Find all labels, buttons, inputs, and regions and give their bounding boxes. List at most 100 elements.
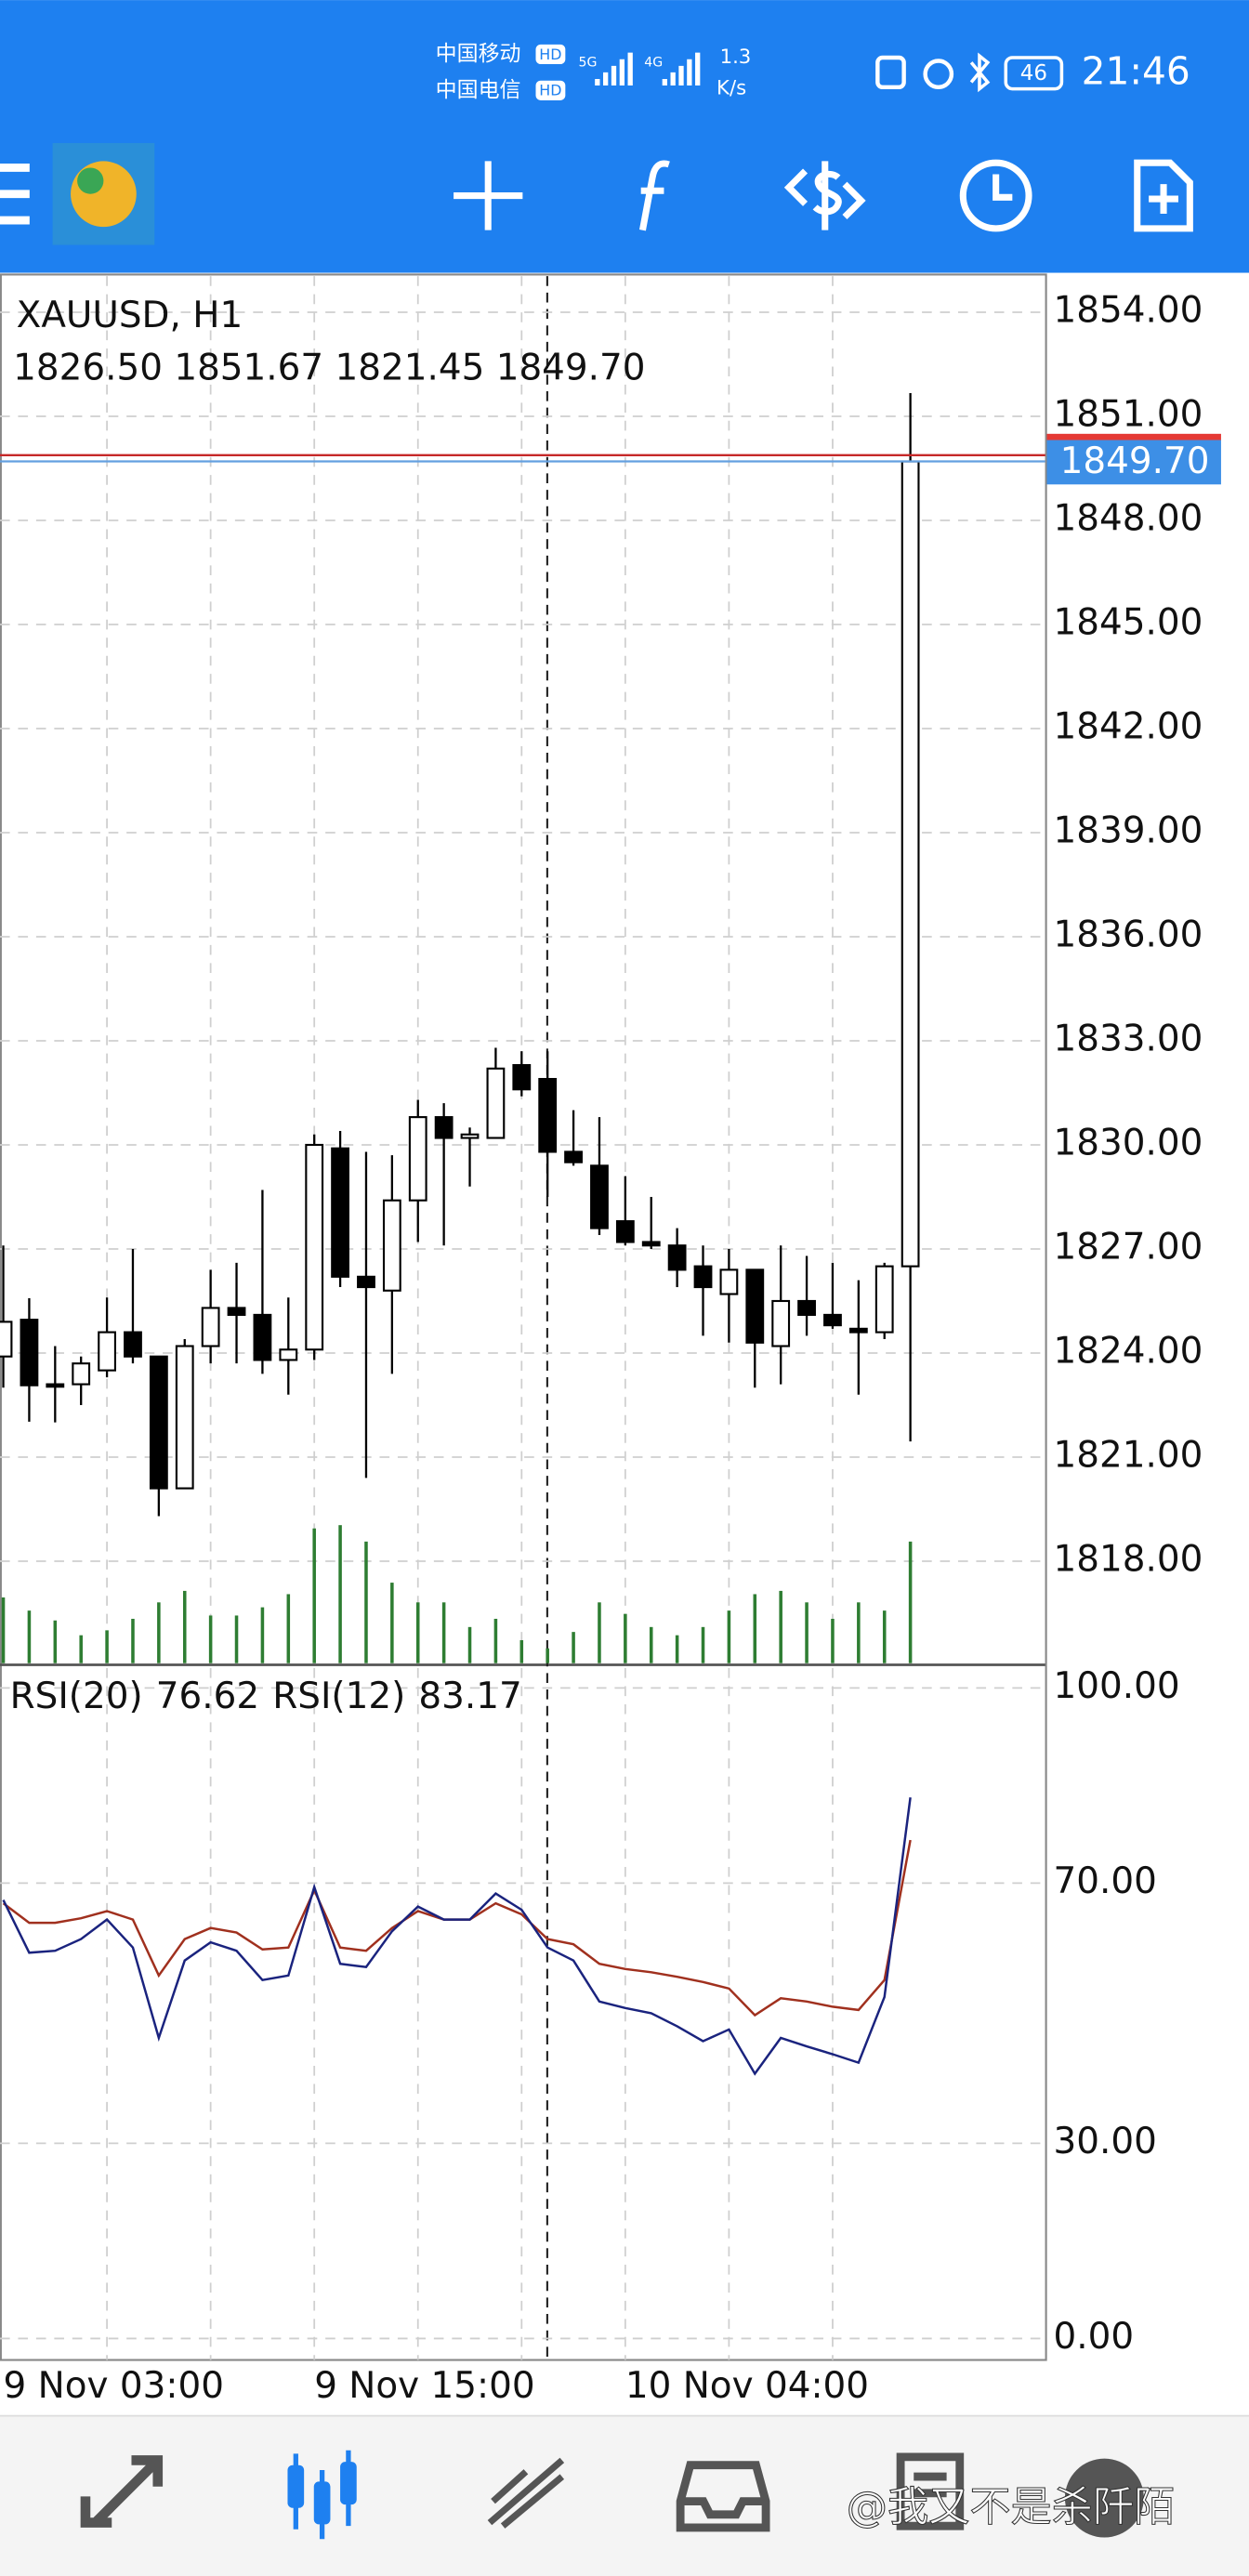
y-tick-label: 1854.00 [1054, 290, 1203, 332]
chart-tab-body [340, 2462, 357, 2505]
candle-body [771, 1299, 791, 1347]
candle-body [615, 1220, 635, 1243]
indicators-button[interactable] [638, 160, 670, 231]
y-tick-label: 0.00 [1054, 2316, 1135, 2358]
bluetooth-icon [969, 52, 991, 93]
volume-bar [857, 1602, 861, 1663]
net-speed-unit: K/s [717, 77, 746, 100]
chart-frame [0, 273, 1047, 2361]
volume-bar [519, 1639, 524, 1663]
carrier: 中国电信 [436, 78, 521, 102]
candle-body [797, 1299, 816, 1316]
candle-body [745, 1268, 765, 1344]
header-background [0, 0, 1249, 273]
trade-button[interactable] [783, 161, 866, 230]
candle-body [590, 1164, 609, 1229]
volume-bar [546, 1648, 549, 1663]
volume-bar [441, 1602, 446, 1663]
volume-bar [701, 1626, 705, 1663]
network-type: 4G [644, 55, 663, 70]
y-tick-label: 30.00 [1054, 2121, 1157, 2162]
volume-bar [649, 1626, 653, 1663]
candle-body [874, 1265, 894, 1334]
candle-body [512, 1064, 532, 1091]
battery-level: 46 [1020, 61, 1047, 85]
rsi-line [2, 1797, 912, 2076]
price-tag [1046, 440, 1221, 485]
candle-body [279, 1348, 298, 1361]
candle-body [0, 1321, 13, 1358]
candle-body [382, 1199, 401, 1292]
volume-bar [572, 1632, 575, 1663]
y-tick-label: 1848.00 [1054, 498, 1203, 540]
hd-badge [535, 44, 566, 65]
candle-body [823, 1313, 842, 1327]
y-tick-label: 1830.00 [1054, 1122, 1203, 1163]
chart-tab-body [313, 2481, 331, 2525]
candle-body [486, 1067, 506, 1139]
volume-bar [27, 1610, 32, 1663]
app-logo[interactable] [52, 142, 155, 245]
trade-tab[interactable] [487, 2457, 565, 2529]
nfc-icon [875, 55, 906, 90]
y-tick-label: 1824.00 [1054, 1330, 1203, 1372]
volume-bar [831, 1618, 835, 1663]
crosshair-button[interactable] [454, 161, 523, 230]
volume-bar [208, 1615, 213, 1663]
menu-button[interactable] [0, 164, 30, 225]
y-tick-label: 100.00 [1054, 1665, 1180, 1707]
app-logo-mark [71, 161, 137, 228]
settings-tab[interactable] [1064, 2458, 1144, 2538]
candle-body [149, 1355, 168, 1490]
volume-bar [157, 1602, 161, 1663]
hd-badge-text: HD [539, 46, 561, 63]
candle-body [253, 1313, 272, 1361]
volume-bar [338, 1525, 342, 1663]
timeframe-button[interactable] [959, 159, 1032, 232]
news-tab[interactable] [896, 2452, 965, 2530]
chart-tab-body [287, 2464, 305, 2508]
volume-bar [675, 1635, 679, 1663]
volume-bar [908, 1541, 913, 1663]
volume-bar [467, 1626, 472, 1663]
volume-bar [79, 1635, 83, 1663]
candle-body [564, 1150, 583, 1163]
volume-bar [415, 1602, 420, 1663]
y-tick-label: 1845.00 [1054, 601, 1203, 643]
price-tag-label: 1849.70 [1060, 440, 1210, 482]
volume-bar [493, 1618, 498, 1663]
candle-body [124, 1331, 142, 1358]
legend-name: RSI(20) [10, 1675, 143, 1716]
volume-bar [53, 1620, 58, 1663]
volume-bar [753, 1594, 757, 1663]
volume-bar [779, 1590, 782, 1663]
chart-title: XAUUSD, H1 [17, 295, 243, 336]
watermark: @我又不是杀阡陌 [847, 2483, 1176, 2530]
battery-icon [1004, 56, 1064, 91]
candle-body [331, 1147, 349, 1278]
volume-bar [805, 1602, 809, 1663]
candle-body [641, 1241, 661, 1247]
signal-icon [595, 52, 633, 86]
candle-body [201, 1307, 220, 1347]
clock-icon [959, 159, 1032, 232]
new-order-button[interactable] [1134, 159, 1193, 232]
volume-bar [624, 1613, 627, 1663]
chart-tab[interactable] [287, 2450, 357, 2540]
quotes-tab[interactable] [80, 2455, 164, 2528]
volume-bar [286, 1594, 291, 1663]
legend: RSI(20) 76.62 RSI(12) 83.17 [10, 1675, 522, 1716]
candle-body [693, 1265, 713, 1289]
hd-badge [535, 80, 566, 100]
volume-bar [131, 1618, 135, 1663]
y-tick-label: 1851.00 [1054, 394, 1203, 436]
carrier: 中国移动 [436, 42, 521, 66]
y-tick-label: 1842.00 [1054, 705, 1203, 747]
y-tick-label: 1839.00 [1054, 809, 1203, 851]
history-tab[interactable] [676, 2461, 770, 2532]
signal-icon [662, 52, 701, 86]
bottom-nav-background [0, 2415, 1249, 2576]
chart-subtitle: 1826.50 1851.67 1821.45 1849.70 [13, 347, 645, 388]
candle-body [460, 1133, 480, 1139]
